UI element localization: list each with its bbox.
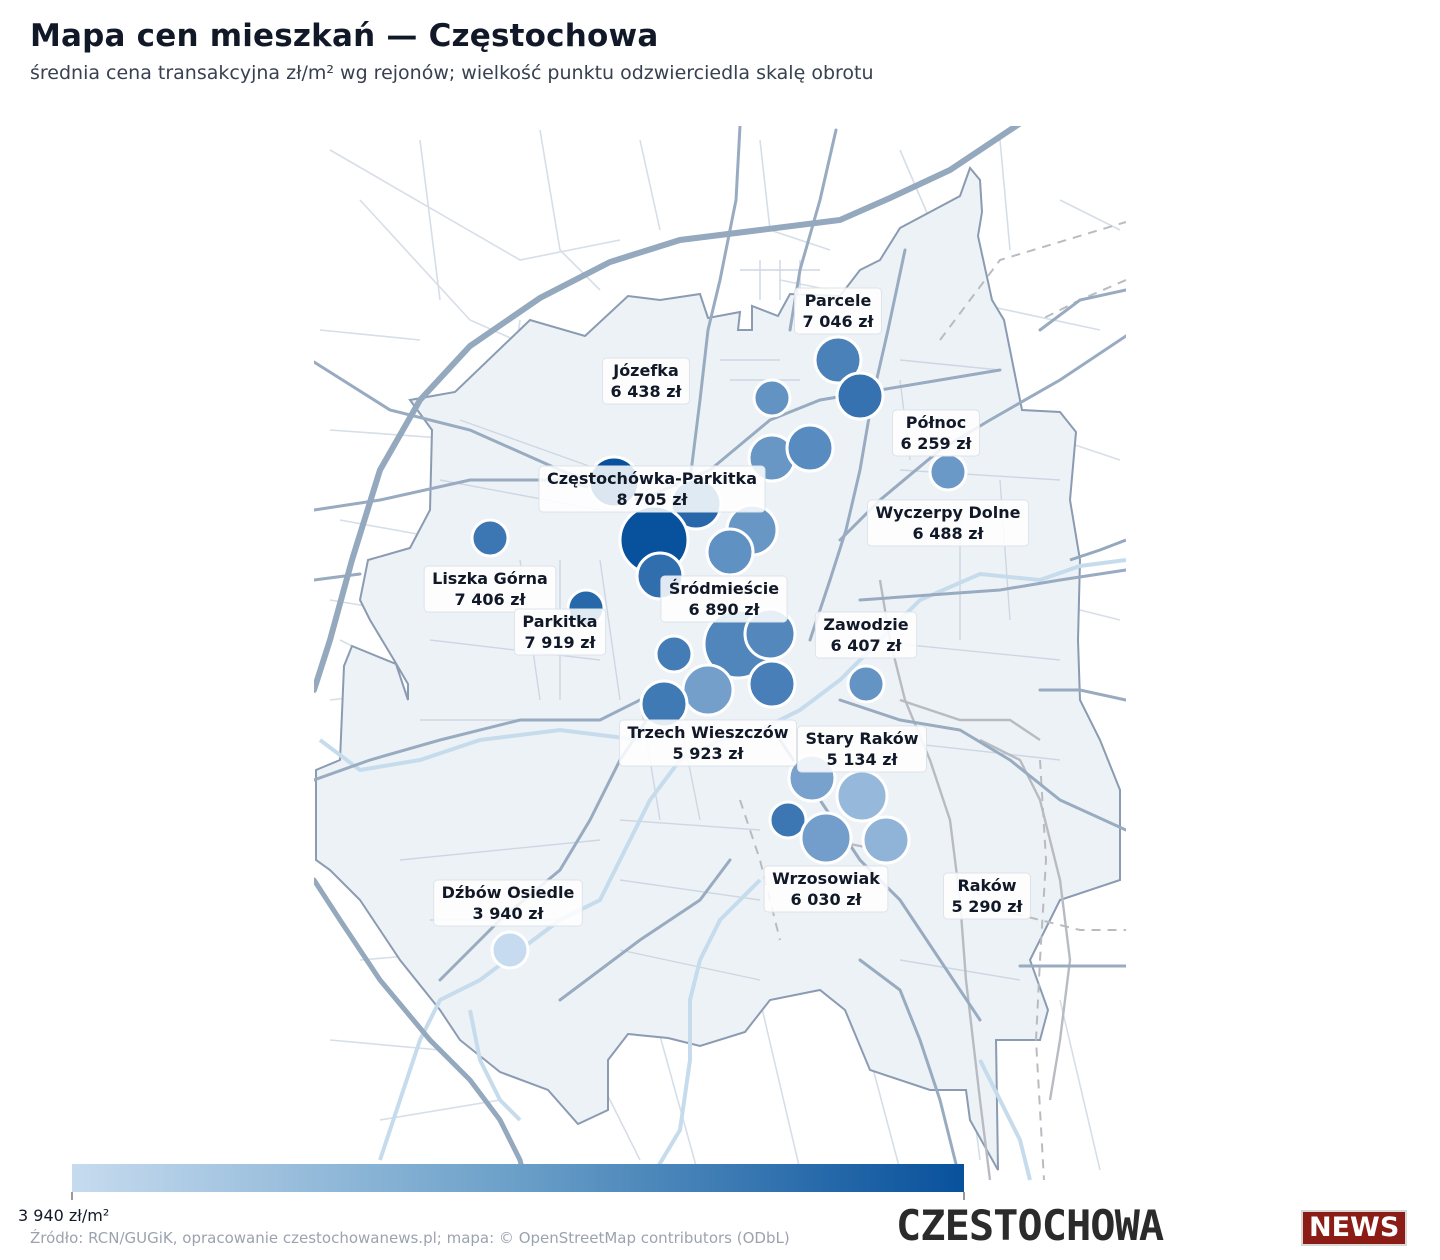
label-box	[513, 608, 607, 656]
southern-road	[314, 877, 529, 1184]
district-point-parcele[interactable]	[813, 335, 863, 385]
label-name: Zawodzie	[823, 615, 908, 634]
label-box	[794, 287, 882, 335]
label-wyczerpy: Wyczerpy Dolne 6 488 zł	[866, 499, 1030, 547]
label-parcele: Parcele 7 046 zł	[794, 287, 882, 335]
label-price: 3 940 zł	[473, 904, 545, 923]
label-name: Stary Raków	[806, 729, 919, 748]
label-srodmiescie: Śródmieście 6 890 zł	[660, 575, 788, 623]
label-zawodzie: Zawodzie 6 407 zł	[814, 611, 918, 659]
label-box	[814, 611, 918, 659]
chart-subtitle: średnia cena transakcyjna zł/m² wg rejon…	[30, 62, 874, 84]
label-box	[423, 565, 557, 613]
label-price: 7 046 zł	[803, 312, 875, 331]
district-point-dzbow[interactable]	[490, 930, 530, 970]
label-name: Józefka	[612, 361, 679, 380]
district-point-polnoc[interactable]	[928, 452, 968, 492]
district-point-srodmiescie-c[interactable]	[654, 634, 694, 674]
ring-road	[314, 126, 1022, 693]
district-point-polnoc-b[interactable]	[785, 423, 835, 473]
district-point-liszka[interactable]	[470, 518, 510, 558]
label-name: Wyczerpy Dolne	[875, 503, 1020, 522]
district-point-parcele-b[interactable]	[835, 371, 885, 421]
label-box	[797, 725, 927, 773]
label-price: 6 890 zł	[689, 600, 761, 619]
district-point-trzech-c[interactable]	[747, 659, 797, 709]
logo-news-badge: NEWS	[1301, 1210, 1408, 1246]
chart-title: Mapa cen mieszkań — Częstochowa	[30, 18, 659, 54]
label-name: Parkitka	[522, 612, 597, 631]
label-trzech: Trzech Wieszczów 5 923 zł	[618, 719, 798, 767]
district-point-starrakow[interactable]	[835, 769, 889, 823]
colorbar-min-label: 3 940 zł/m²	[18, 1206, 110, 1225]
district-point-jozefka[interactable]	[752, 378, 792, 418]
label-name: Wrzosowiak	[772, 869, 880, 888]
label-jozefka: Józefka 6 438 zł	[602, 357, 690, 405]
label-box	[618, 719, 798, 767]
publisher-logo[interactable]: CZESTOCHOWA NEWS	[896, 1205, 1408, 1247]
label-name: Liszka Górna	[432, 569, 548, 588]
label-price: 5 134 zł	[827, 750, 899, 769]
colorbar	[72, 1164, 964, 1192]
label-price: 6 488 zł	[913, 524, 985, 543]
label-price: 5 290 zł	[952, 897, 1024, 916]
label-box	[538, 465, 766, 513]
label-box	[433, 879, 583, 927]
logo-wordmark: CZESTOCHOWA	[896, 1201, 1164, 1250]
district-point-trzech-a[interactable]	[681, 663, 735, 717]
label-dzbow: Dźbów Osiedle 3 940 zł	[433, 879, 583, 927]
label-price: 8 705 zł	[617, 490, 689, 509]
label-price: 5 923 zł	[673, 744, 745, 763]
label-name: Częstochówka-Parkitka	[547, 469, 757, 488]
label-liszka: Liszka Górna 7 406 zł	[423, 565, 557, 613]
label-starrakow: Stary Raków 5 134 zł	[797, 725, 927, 773]
district-point-wrzosowiak-a[interactable]	[768, 800, 808, 840]
label-polnoc: Północ 6 259 zł	[892, 409, 980, 457]
district-point-rakow[interactable]	[861, 815, 911, 865]
label-name: Północ	[906, 413, 967, 432]
label-wrzosowiak: Wrzosowiak 6 030 zł	[763, 865, 889, 913]
label-box	[892, 409, 980, 457]
district-labels: Parcele 7 046 zł Józefka 6 438 zł Północ 6 25…	[423, 287, 1031, 927]
label-name: Parcele	[805, 291, 872, 310]
label-box	[943, 872, 1031, 920]
label-price: 6 259 zł	[901, 434, 973, 453]
label-czestochowka: Częstochówka-Parkitka 8 705 zł	[538, 465, 766, 513]
label-box	[866, 499, 1030, 547]
district-point-wyczerpy[interactable]	[705, 527, 755, 577]
label-box	[660, 575, 788, 623]
label-price: 6 030 zł	[791, 890, 863, 909]
label-price: 7 406 zł	[455, 590, 527, 609]
label-name: Dźbów Osiedle	[442, 883, 575, 902]
label-name: Śródmieście	[669, 579, 779, 598]
eastern-road	[1069, 538, 1126, 562]
label-price: 6 407 zł	[831, 636, 903, 655]
label-box	[763, 865, 889, 913]
district-point-zawodzie[interactable]	[846, 664, 886, 704]
label-parkitka: Parkitka 7 919 zł	[513, 608, 607, 656]
label-rakow: Raków 5 290 zł	[943, 872, 1031, 920]
label-box	[602, 357, 690, 405]
district-point-wrzosowiak[interactable]	[799, 811, 853, 865]
source-note: Źródło: RCN/GUGiK, opracowanie czestocho…	[30, 1229, 790, 1247]
label-name: Trzech Wieszczów	[627, 723, 788, 742]
label-name: Raków	[957, 876, 1016, 895]
label-price: 7 919 zł	[525, 633, 597, 652]
label-price: 6 438 zł	[611, 382, 683, 401]
